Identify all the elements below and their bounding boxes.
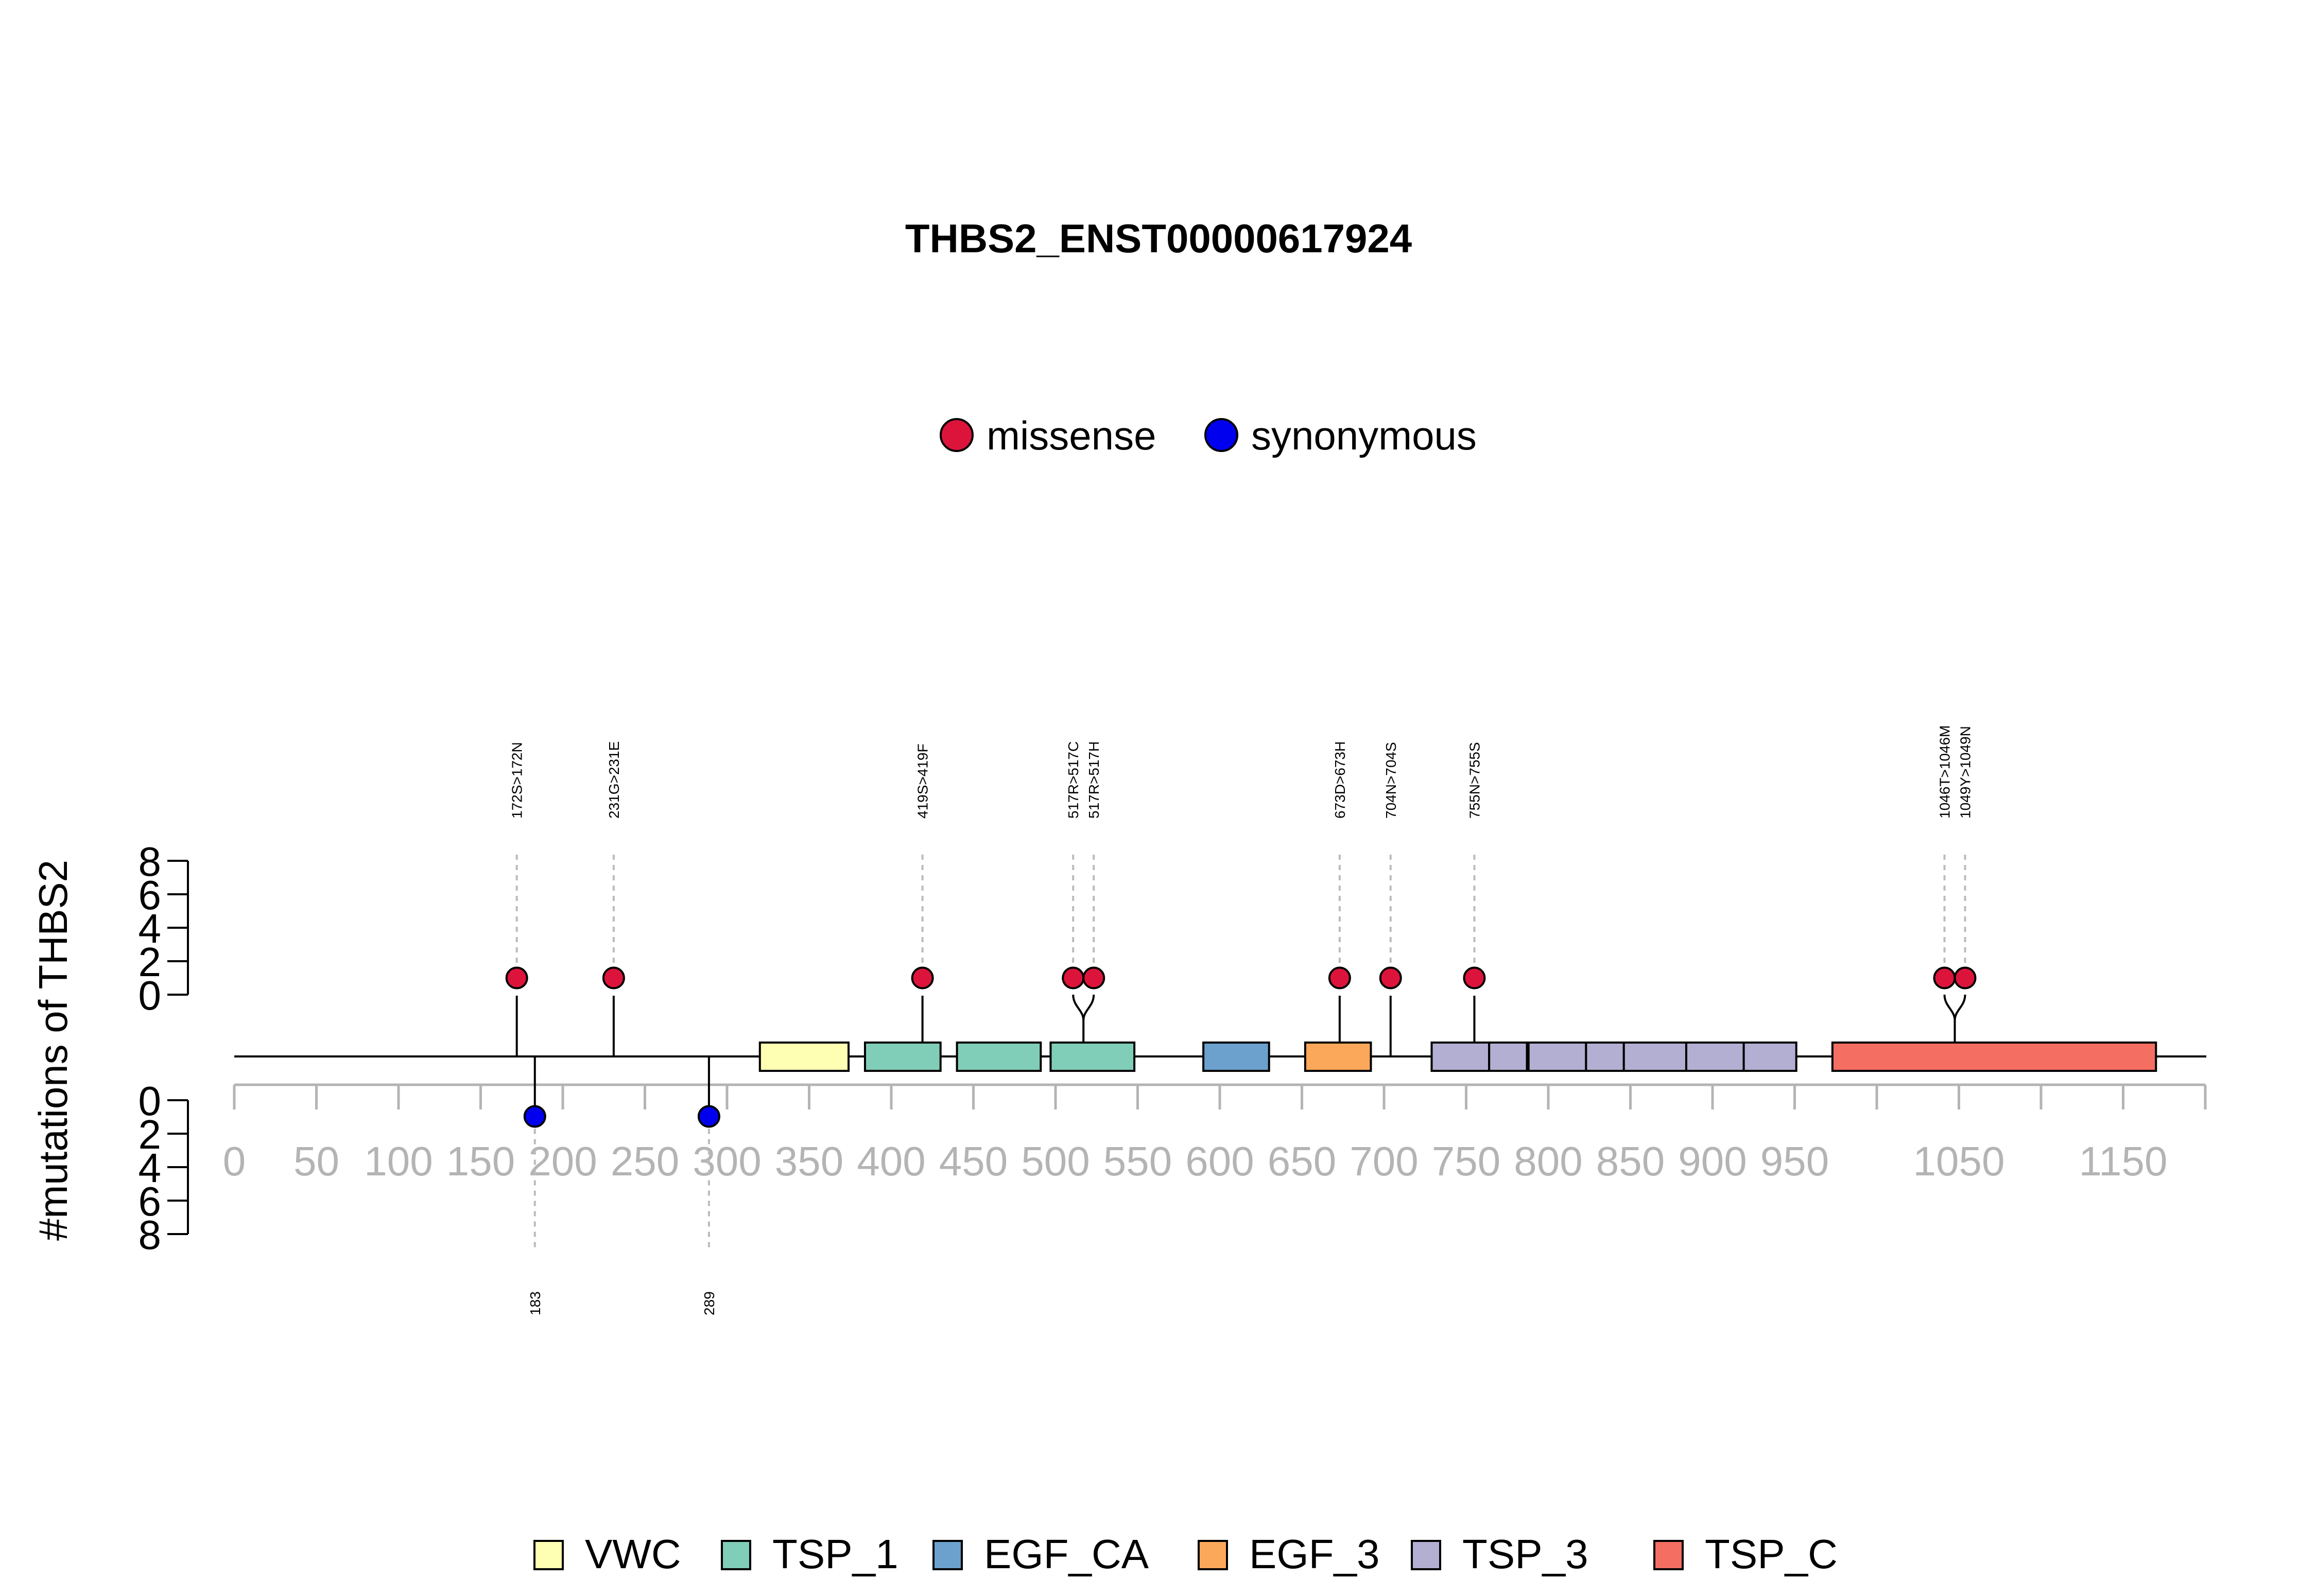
legend-label-TSP_1: TSP_1 [772, 1531, 898, 1577]
missense-label: 231G>231E [606, 741, 622, 819]
cluster-branch [1943, 994, 1956, 1021]
domain-TSP_3 [1622, 1042, 1687, 1072]
mutation-legend: missense synonymous [940, 413, 1477, 458]
y-tick-label-upper: 8 [139, 839, 162, 884]
legend-swatch-TSP_3 [1411, 1540, 1441, 1570]
legend-swatch-EGF_CA [932, 1540, 963, 1570]
domain-TSP_3 [1430, 1042, 1491, 1072]
x-tick-label: 900 [1678, 1138, 1747, 1184]
domain-boxes [758, 1042, 2157, 1072]
x-tick-label: 550 [1103, 1138, 1172, 1184]
missense-label: 1046T>1046M [1937, 725, 1953, 819]
synonymous-point [697, 1105, 720, 1128]
x-tick-label: 250 [611, 1138, 679, 1184]
domain-TSP_3 [1685, 1042, 1745, 1072]
x-tick-label: 100 [364, 1138, 433, 1184]
missense-point [1082, 966, 1105, 990]
y-tick-label-upper: 2 [139, 939, 162, 985]
legend-label-EGF_CA: EGF_CA [984, 1531, 1149, 1577]
legend-swatch-TSP_C [1653, 1540, 1684, 1570]
x-tick-label: 700 [1350, 1138, 1418, 1184]
missense-label: 419S>419F [915, 743, 931, 819]
missense-label: 1049Y>1049N [1958, 726, 1974, 819]
x-tick-label: 1150 [2079, 1138, 2167, 1184]
domain-legend: VWC TSP_1 EGF_CA EGF_3 TSP_3 TSP_C [533, 1531, 1838, 1577]
y-tick-label-lower: 2 [139, 1112, 162, 1157]
domain-TSP_C [1831, 1042, 2157, 1072]
x-tick-label: 800 [1514, 1138, 1582, 1184]
missense-point [1062, 966, 1085, 990]
legend-label-TSP_3: TSP_3 [1462, 1531, 1588, 1577]
x-tick-label: 50 [293, 1138, 339, 1184]
x-tick-label: 600 [1185, 1138, 1254, 1184]
legend-swatch-TSP_1 [721, 1540, 751, 1570]
x-tick-label: 500 [1021, 1138, 1090, 1184]
missense-point [1328, 966, 1351, 990]
missense-point [1953, 966, 1977, 990]
y-tick-label-lower: 8 [139, 1212, 162, 1258]
x-tick-label: 950 [1760, 1138, 1829, 1184]
domain-TSP_3 [1742, 1042, 1797, 1072]
legend-marker-synonymous [1204, 418, 1238, 452]
y-axis-label: #mutations of THBS2 [30, 860, 76, 1241]
domain-VWC [758, 1042, 850, 1072]
legend-marker-missense [940, 418, 974, 452]
legend-swatch-VWC [533, 1540, 564, 1570]
y-tick-label-lower: 4 [139, 1145, 162, 1191]
missense-point [1933, 966, 1956, 990]
domain-TSP_3 [1488, 1042, 1528, 1072]
missense-label: 517R>517C [1065, 741, 1081, 819]
legend-swatch-EGF_3 [1198, 1540, 1228, 1570]
x-tick-label: 450 [939, 1138, 1008, 1184]
missense-point [1463, 966, 1486, 990]
legend-label-EGF_3: EGF_3 [1249, 1531, 1379, 1577]
missense-point [1379, 966, 1402, 990]
domain-EGF_CA [1202, 1042, 1270, 1072]
missense-point [911, 966, 934, 990]
cluster-branch [1072, 994, 1085, 1021]
domain-TSP_1 [1049, 1042, 1136, 1072]
missense-label: 755N>755S [1466, 742, 1482, 819]
x-tick-label: 850 [1596, 1138, 1665, 1184]
domain-TSP_3 [1585, 1042, 1625, 1072]
x-tick-label: 1050 [1913, 1138, 2005, 1184]
x-tick-label: 350 [775, 1138, 843, 1184]
x-tick-label: 0 [223, 1138, 246, 1184]
y-tick-label-upper: 6 [139, 872, 162, 918]
legend-label-missense: missense [987, 413, 1156, 458]
x-tick-label: 650 [1268, 1138, 1336, 1184]
missense-label: 673D>673H [1332, 741, 1348, 819]
synonymous-label: 289 [701, 1291, 717, 1315]
cluster-branch [1953, 994, 1966, 1021]
missense-point [602, 966, 625, 990]
x-tick-label: 200 [528, 1138, 597, 1184]
x-tick-label: 150 [446, 1138, 515, 1184]
legend-label-TSP_C: TSP_C [1705, 1531, 1838, 1577]
domain-EGF_3 [1304, 1042, 1372, 1072]
x-axis: 0 50 100 150 200 250 300 350 400 450 500 550 600 650 7… [223, 1083, 2207, 1184]
synonymous-label: 183 [527, 1291, 543, 1315]
missense-label: 172S>172N [509, 742, 525, 819]
legend-label-synonymous: synonymous [1251, 413, 1477, 458]
chart-title: THBS2_ENST00000617924 [905, 216, 1412, 261]
y-tick-label-upper: 0 [139, 973, 162, 1018]
missense-point [505, 966, 528, 990]
domain-TSP_3 [1527, 1042, 1587, 1072]
x-tick-label: 300 [693, 1138, 761, 1184]
y-tick-label-upper: 4 [139, 906, 162, 951]
x-tick-label: 750 [1432, 1138, 1500, 1184]
missense-label: 517R>517H [1086, 741, 1102, 819]
y-tick-label-lower: 6 [139, 1178, 162, 1224]
missense-label: 704N>704S [1383, 742, 1399, 819]
legend-label-VWC: VWC [585, 1531, 681, 1577]
cluster-branch [1082, 994, 1095, 1021]
mutation-lollipops: 172S>172N 231G>231E 419S>419F 517R>517C 517R… [505, 725, 1977, 1315]
y-tick-label-lower: 0 [139, 1078, 162, 1124]
domain-TSP_1 [956, 1042, 1042, 1072]
domain-TSP_1 [863, 1042, 942, 1072]
x-tick-label: 400 [857, 1138, 925, 1184]
synonymous-point [523, 1105, 546, 1128]
